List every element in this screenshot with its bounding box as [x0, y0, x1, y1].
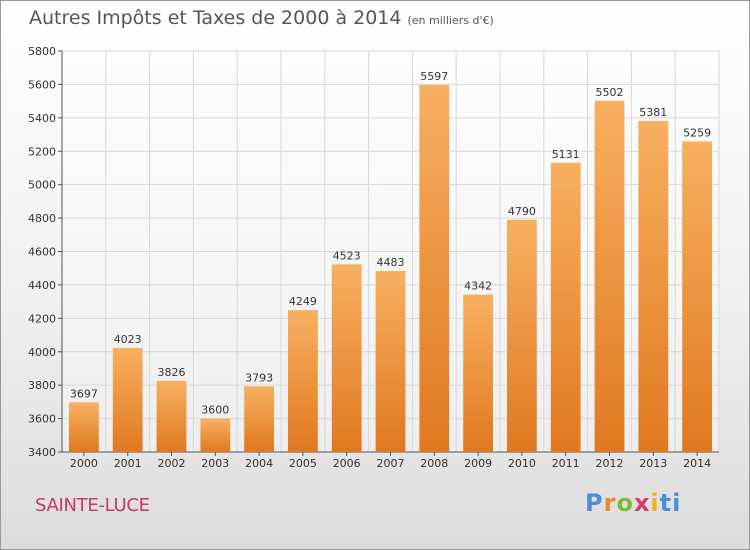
bar — [244, 386, 274, 452]
y-tick-label: 5400 — [28, 112, 56, 125]
bar — [463, 294, 493, 452]
x-tick-label: 2009 — [464, 457, 492, 470]
y-tick-label: 4800 — [28, 212, 56, 225]
bar — [200, 418, 231, 452]
x-tick-label: 2008 — [420, 457, 448, 470]
city-name: SAINTE-LUCE — [35, 495, 150, 516]
bar — [331, 264, 362, 452]
y-tick-label: 4200 — [28, 312, 56, 325]
y-tick-label: 4000 — [28, 346, 56, 359]
x-tick-label: 2004 — [245, 457, 273, 470]
y-tick-label: 3400 — [28, 446, 56, 459]
y-tick-label: 3800 — [28, 379, 56, 392]
y-tick-label: 5200 — [28, 145, 56, 158]
data-label: 3826 — [158, 366, 186, 379]
proxiti-logo: Proxiti — [585, 489, 681, 517]
x-tick-label: 2003 — [201, 457, 229, 470]
chart-unit: (en milliers d'€) — [407, 14, 494, 27]
data-label: 3600 — [201, 404, 229, 417]
x-tick-label: 2006 — [333, 457, 361, 470]
bar — [550, 162, 581, 452]
bar — [507, 219, 537, 452]
bar — [594, 100, 625, 452]
data-label: 5259 — [683, 126, 711, 139]
bar — [112, 347, 143, 452]
data-label: 5131 — [552, 148, 580, 161]
x-tick-label: 2000 — [70, 457, 98, 470]
x-tick-label: 2011 — [552, 457, 580, 470]
logo-letter: r — [603, 489, 617, 517]
chart-title-text: Autres Impôts et Taxes de 2000 à 2014 — [29, 7, 402, 29]
bar — [682, 141, 712, 452]
bar — [638, 121, 669, 452]
data-label: 5381 — [639, 106, 667, 119]
data-label: 4023 — [114, 333, 142, 346]
x-tick-label: 2013 — [639, 457, 667, 470]
logo-letter: o — [616, 489, 634, 517]
x-tick-label: 2014 — [683, 457, 711, 470]
data-label: 4483 — [377, 256, 405, 269]
x-tick-label: 2007 — [377, 457, 405, 470]
bar — [156, 380, 187, 452]
y-tick-label: 4600 — [28, 246, 56, 259]
y-tick-label: 5800 — [28, 45, 56, 58]
bar — [375, 271, 406, 452]
data-label: 3697 — [70, 387, 98, 400]
y-tick-label: 5600 — [28, 78, 56, 91]
y-tick-label: 4400 — [28, 279, 56, 292]
data-label: 4523 — [333, 249, 361, 262]
data-label: 5502 — [596, 86, 624, 99]
logo-letter: i — [650, 489, 660, 517]
x-tick-label: 2012 — [596, 457, 624, 470]
bar — [69, 402, 99, 452]
x-tick-label: 2001 — [114, 457, 142, 470]
chart-title: Autres Impôts et Taxes de 2000 à 2014 (en… — [29, 7, 494, 29]
x-tick-label: 2002 — [158, 457, 186, 470]
data-label: 4342 — [464, 280, 492, 293]
data-label: 3793 — [245, 371, 273, 384]
x-tick-label: 2010 — [508, 457, 536, 470]
data-label: 5597 — [420, 70, 448, 83]
logo-letter: P — [585, 489, 604, 517]
logo-letter: ti — [659, 489, 682, 517]
logo-letter: x — [633, 489, 651, 517]
x-tick-label: 2005 — [289, 457, 317, 470]
data-label: 4249 — [289, 295, 317, 308]
bar — [288, 310, 318, 452]
y-tick-label: 3600 — [28, 413, 56, 426]
data-label: 4790 — [508, 205, 536, 218]
bar — [419, 84, 450, 453]
y-tick-label: 5000 — [28, 179, 56, 192]
